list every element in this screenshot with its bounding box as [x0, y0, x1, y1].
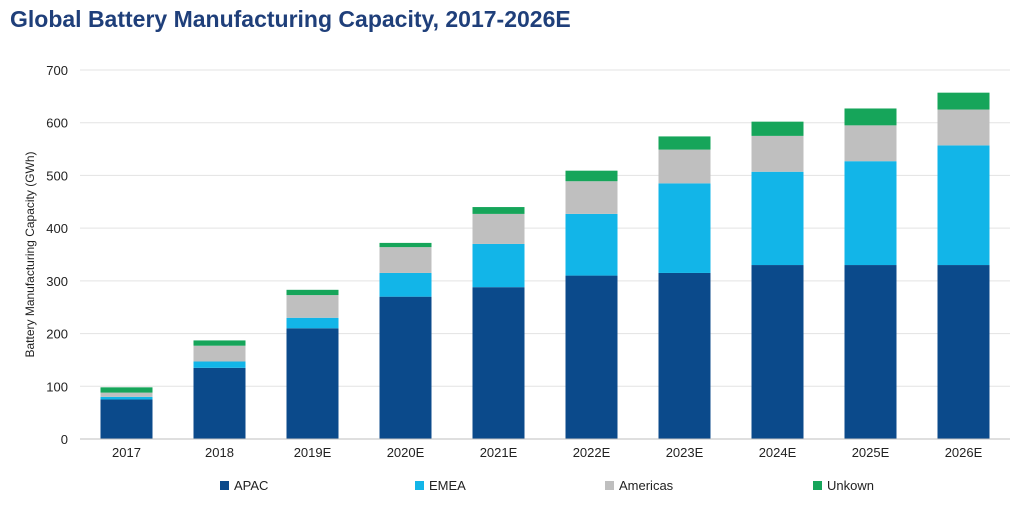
bar-emea-2018	[193, 361, 246, 368]
legend-swatch-emea	[415, 481, 424, 490]
x-tick-label: 2017	[112, 445, 141, 460]
legend-swatch-apac	[220, 481, 229, 490]
y-tick-label: 200	[46, 327, 68, 342]
bar-unkown-2018	[193, 340, 246, 346]
chart-title: Global Battery Manufacturing Capacity, 2…	[10, 6, 571, 32]
bar-americas-2023e	[658, 149, 711, 184]
bar-unkown-2021e	[472, 207, 525, 214]
bar-unkown-2025e	[844, 108, 897, 126]
bar-unkown-2022e	[565, 170, 618, 182]
bar-apac-2017	[100, 399, 153, 439]
legend-label-americas: Americas	[619, 478, 674, 493]
bar-apac-2026e	[937, 265, 990, 439]
y-axis-title: Battery Manufacturing Capacity (GWh)	[23, 151, 37, 357]
bar-americas-2018	[193, 345, 246, 362]
bar-emea-2017	[100, 396, 153, 400]
bar-unkown-2020e	[379, 242, 432, 248]
bar-apac-2023e	[658, 272, 711, 439]
bar-apac-2025e	[844, 265, 897, 439]
bar-americas-2019e	[286, 295, 339, 318]
bar-emea-2019e	[286, 317, 339, 329]
bar-apac-2019e	[286, 328, 339, 439]
y-tick-label: 700	[46, 63, 68, 78]
bar-unkown-2023e	[658, 136, 711, 150]
legend-swatch-americas	[605, 481, 614, 490]
bar-apac-2020e	[379, 296, 432, 439]
bar-apac-2022e	[565, 275, 618, 439]
x-tick-label: 2025E	[852, 445, 890, 460]
bar-americas-2021e	[472, 213, 525, 244]
bar-apac-2021e	[472, 287, 525, 439]
bar-americas-2024e	[751, 135, 804, 172]
y-tick-label: 0	[61, 432, 68, 447]
bars-layer	[100, 92, 990, 439]
bar-emea-2022e	[565, 213, 618, 276]
x-tick-label: 2021E	[480, 445, 518, 460]
bar-unkown-2017	[100, 387, 153, 393]
legend-label-apac: APAC	[234, 478, 268, 493]
bar-emea-2021e	[472, 243, 525, 288]
legend-layer: APAC EMEA Americas Unkown	[220, 478, 874, 493]
legend-label-unkown: Unkown	[827, 478, 874, 493]
x-tick-label: 2024E	[759, 445, 797, 460]
x-tick-label: 2020E	[387, 445, 425, 460]
axis-layer: 0 100 200 300 400 500 600 700 Battery Manufactur…	[23, 63, 1010, 460]
bar-unkown-2026e	[937, 92, 990, 110]
y-tick-label: 600	[46, 116, 68, 131]
legend-label-emea: EMEA	[429, 478, 466, 493]
bar-americas-2020e	[379, 247, 432, 273]
x-tick-label: 2022E	[573, 445, 611, 460]
bar-americas-2025e	[844, 125, 897, 162]
y-tick-label: 400	[46, 221, 68, 236]
x-tick-label: 2018	[205, 445, 234, 460]
bar-unkown-2024e	[751, 121, 804, 136]
bar-emea-2023e	[658, 183, 711, 273]
y-tick-label: 100	[46, 379, 68, 394]
bar-americas-2017	[100, 392, 153, 397]
bar-americas-2022e	[565, 181, 618, 214]
bar-emea-2020e	[379, 272, 432, 297]
bar-americas-2026e	[937, 109, 990, 146]
bar-emea-2025e	[844, 161, 897, 266]
bar-emea-2026e	[937, 145, 990, 266]
bar-apac-2024e	[751, 265, 804, 439]
legend-swatch-unkown	[813, 481, 822, 490]
y-tick-label: 500	[46, 168, 68, 183]
bar-emea-2024e	[751, 171, 804, 266]
x-tick-label: 2026E	[945, 445, 983, 460]
y-tick-label: 300	[46, 274, 68, 289]
x-tick-label: 2019E	[294, 445, 332, 460]
bar-unkown-2019e	[286, 289, 339, 296]
x-tick-label: 2023E	[666, 445, 704, 460]
bar-apac-2018	[193, 367, 246, 439]
